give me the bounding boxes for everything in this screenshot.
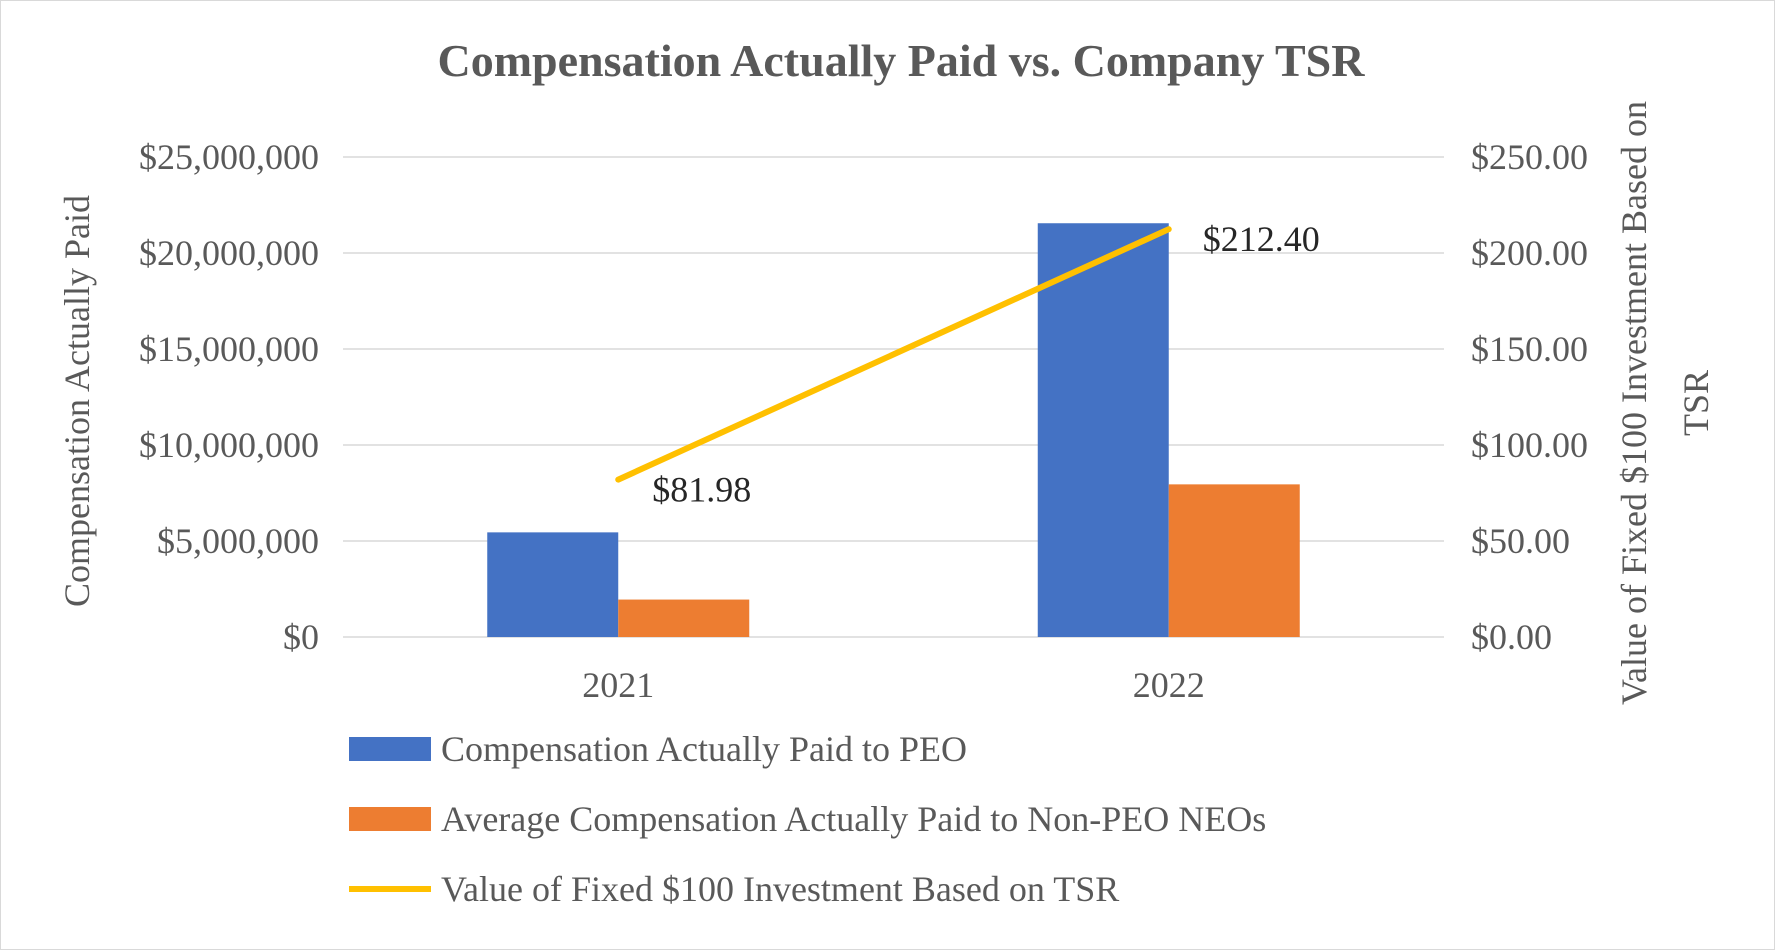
- bars: [487, 223, 1300, 638]
- left-tick-label: $0: [283, 617, 319, 657]
- chart-title: Compensation Actually Paid vs. Company T…: [438, 35, 1366, 86]
- category-labels: 2021 2022: [582, 665, 1205, 705]
- left-tick-label: $10,000,000: [139, 425, 319, 465]
- tsr-line: [615, 226, 1172, 483]
- right-tick-label: $200.00: [1471, 233, 1588, 273]
- bar-peo-2022: [1037, 223, 1169, 638]
- left-tick-label: $15,000,000: [139, 329, 319, 369]
- legend-label: Compensation Actually Paid to PEO: [441, 729, 967, 769]
- bar-peo-2021: [487, 532, 619, 637]
- left-axis-ticks: $0 $5,000,000 $10,000,000 $15,000,000 $20,00…: [139, 137, 319, 657]
- legend: Compensation Actually Paid to PEO Average…: [349, 729, 1266, 909]
- right-axis-title-line2: TSR: [1676, 370, 1716, 436]
- category-label: 2022: [1133, 665, 1205, 705]
- tsr-data-label: $81.98: [652, 470, 751, 510]
- right-axis-title-line1: Value of Fixed $100 Investment Based on: [1614, 101, 1654, 705]
- right-tick-label: $250.00: [1471, 137, 1588, 177]
- legend-swatch: [349, 737, 431, 761]
- tsr-data-label: $212.40: [1203, 219, 1320, 259]
- right-tick-label: $0.00: [1471, 617, 1552, 657]
- right-axis-ticks: $0.00 $50.00 $100.00 $150.00 $200.00 $250.00: [1471, 137, 1588, 657]
- left-tick-label: $5,000,000: [157, 521, 319, 561]
- right-tick-label: $150.00: [1471, 329, 1588, 369]
- legend-label: Average Compensation Actually Paid to No…: [441, 799, 1266, 839]
- right-tick-label: $100.00: [1471, 425, 1588, 465]
- bar-non-peo-neo-2022: [1168, 484, 1300, 637]
- legend-swatch: [349, 807, 431, 831]
- tsr-line-series: $81.98 $212.40: [615, 219, 1320, 510]
- left-tick-label: $25,000,000: [139, 137, 319, 177]
- category-label: 2021: [582, 665, 654, 705]
- left-tick-label: $20,000,000: [139, 233, 319, 273]
- left-axis-title: Compensation Actually Paid: [57, 195, 97, 607]
- bar-non-peo-neo-2021: [618, 599, 750, 637]
- legend-label: Value of Fixed $100 Investment Based on …: [441, 869, 1119, 909]
- right-tick-label: $50.00: [1471, 521, 1570, 561]
